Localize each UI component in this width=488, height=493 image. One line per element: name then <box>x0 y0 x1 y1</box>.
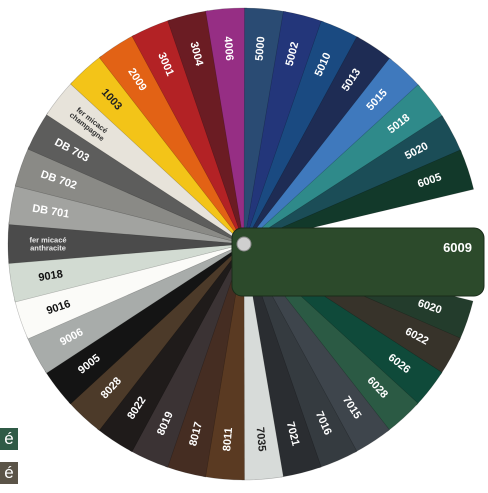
swatch-label-5000: 5000 <box>253 36 267 61</box>
swatch-label-7035: 7035 <box>254 427 268 452</box>
swatch-label-4006: 4006 <box>221 36 235 61</box>
swatch-blade-6005[interactable] <box>243 149 474 245</box>
pivot-rivet <box>236 236 252 252</box>
corner-badge-1: é <box>0 428 18 450</box>
swatch-blade-5020[interactable] <box>243 115 462 245</box>
swatch-blade-fer-micacé-anthracite[interactable] <box>7 221 245 264</box>
swatch-blade-2009[interactable] <box>98 34 245 245</box>
highlight-swatch-tab[interactable] <box>231 227 485 297</box>
swatch-blade-5002[interactable] <box>243 10 324 245</box>
highlight-swatch-label: 6009 <box>443 240 472 255</box>
swatch-blade-db-702[interactable] <box>14 146 245 245</box>
swatch-blade-9016[interactable] <box>14 243 245 340</box>
swatch-label-8017: 8017 <box>187 421 205 448</box>
swatch-label-7021: 7021 <box>284 421 302 448</box>
swatch-label-3004: 3004 <box>187 41 205 69</box>
swatch-blades: 6020602260266028701570167021703580118017… <box>7 7 474 481</box>
swatch-label-5002: 5002 <box>284 41 302 68</box>
swatch-blade-7035[interactable] <box>241 243 284 481</box>
swatch-blade-8022[interactable] <box>96 243 245 453</box>
swatch-label-fer-micacé-anthracite: fer micacé anthracite <box>29 235 66 252</box>
swatch-label-9018: 9018 <box>38 268 64 284</box>
swatch-blade-9006[interactable] <box>26 243 245 374</box>
swatch-blade-5015[interactable] <box>243 57 421 245</box>
highlight-swatch[interactable]: 6009 <box>231 227 485 297</box>
swatch-blade-4006[interactable] <box>205 7 248 245</box>
swatch-label-8011: 8011 <box>221 427 235 452</box>
swatch-blade-5013[interactable] <box>243 36 392 245</box>
swatch-blade-1003[interactable] <box>70 55 245 245</box>
corner-badge-2: é <box>0 462 18 484</box>
swatch-blade-5018[interactable] <box>243 84 444 245</box>
